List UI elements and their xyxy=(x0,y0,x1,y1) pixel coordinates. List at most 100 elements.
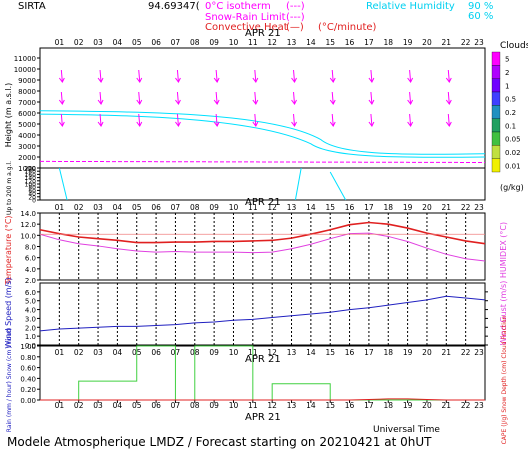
station-name: SIRTA xyxy=(18,1,46,12)
hour-bottom-label: 02 xyxy=(74,401,84,410)
date-label-bottom: APR 21 xyxy=(245,412,281,423)
wind-arrow xyxy=(138,91,141,105)
wind-arrow-head xyxy=(252,121,259,127)
y-tick-label-height: 4000 xyxy=(18,132,36,140)
cloud-legend-swatch xyxy=(491,131,501,146)
wind-arrow xyxy=(60,69,63,83)
cloud-legend-swatch xyxy=(491,65,501,79)
hour-mid-label: 15 xyxy=(325,203,335,212)
temp-y-tick-label: 14.0 xyxy=(20,210,36,218)
hour-top-label: 19 xyxy=(403,38,413,47)
wind-arrow-head xyxy=(368,77,375,83)
ylabel-wind-gust: Wind Gust (m/s) xyxy=(499,281,508,346)
wind-y-tick-label: 2.0 xyxy=(25,324,36,332)
wind-arrow-head xyxy=(97,77,104,83)
wind-arrow-head xyxy=(291,99,297,105)
rh-contour-low-mid xyxy=(294,167,302,201)
hour-mid-label: 13 xyxy=(287,203,297,212)
hour-top-label: 17 xyxy=(364,38,374,47)
y-tick-label-agl: 40 xyxy=(28,191,36,198)
wind-arrow-head xyxy=(329,99,336,105)
wind-arrow-head xyxy=(368,99,375,105)
hour-mid-label: 19 xyxy=(403,203,413,212)
hour-rain-label: 12 xyxy=(267,348,277,357)
cloud-legend-level: 0.2 xyxy=(505,109,516,117)
hour-bottom-label: 01 xyxy=(55,401,65,410)
temp-panel-frame xyxy=(39,212,486,281)
cloud-legend-level: 0.5 xyxy=(505,96,516,104)
hour-top-label: 10 xyxy=(229,38,239,47)
legend-dash-2: (---) xyxy=(286,12,305,23)
hour-top-label: 21 xyxy=(442,38,452,47)
rain-y-tick-label: 0.60 xyxy=(20,365,36,373)
wind-arrow-head xyxy=(58,121,65,127)
hour-rain-label: 06 xyxy=(151,348,161,357)
hour-top-label: 04 xyxy=(113,38,123,47)
legend-rh: Relative Humidity xyxy=(366,1,455,12)
y-tick-label-height: 3000 xyxy=(18,143,36,151)
hour-top-label: 07 xyxy=(171,38,181,47)
cloud-legend-swatch xyxy=(491,118,501,133)
ylabel-humidex: HUMIDEX (°C) xyxy=(499,222,508,278)
wind-arrow-head xyxy=(252,77,259,83)
hour-bottom-label: 22 xyxy=(461,401,471,410)
wind-arrow xyxy=(99,113,102,127)
y-tick-label-height: 7000 xyxy=(18,99,36,107)
series-wind-speed xyxy=(39,295,486,332)
wind-arrow xyxy=(447,69,450,83)
hour-mid-label: 21 xyxy=(442,203,452,212)
wind-arrow-head xyxy=(175,77,181,83)
y-tick-label-height: 2000 xyxy=(18,154,36,162)
hour-rain-label: 19 xyxy=(403,348,413,357)
cloud-legend-swatch xyxy=(491,78,501,93)
hour-rain-label: 10 xyxy=(229,348,239,357)
hour-rain-label: 20 xyxy=(422,348,432,357)
hour-rain-label: 15 xyxy=(325,348,335,357)
y-tick-label-agl: 120 xyxy=(25,178,37,185)
hour-top-label: 23 xyxy=(474,38,484,47)
hour-bottom-label: 04 xyxy=(113,401,123,410)
wind-y-tick-label: 4.0 xyxy=(25,307,36,315)
cloud-legend-level: 1 xyxy=(505,82,509,90)
hour-bottom-label: 13 xyxy=(287,401,297,410)
wind-arrow xyxy=(409,69,412,83)
hour-top-label: 11 xyxy=(248,38,258,47)
y-tick-label-agl: 20 xyxy=(28,194,36,201)
hour-rain-label: 23 xyxy=(474,348,484,357)
ylabel-temperature: Temperature (°C) xyxy=(4,215,13,285)
wind-arrow-head xyxy=(58,77,65,83)
temp-y-tick-label: 8.0 xyxy=(25,244,36,252)
wind-arrow xyxy=(176,91,179,105)
legend-zero-iso: 0°C isotherm xyxy=(205,1,271,12)
hour-mid-label: 08 xyxy=(190,203,200,212)
hour-top-label: 08 xyxy=(190,38,200,47)
wind-arrow xyxy=(60,113,63,127)
rain-panel-frame xyxy=(39,345,486,401)
hour-bottom-label: 03 xyxy=(93,401,103,410)
rh-contour-low-left xyxy=(58,167,68,201)
hour-top-label: 03 xyxy=(93,38,103,47)
temp-y-tick-label: 10.0 xyxy=(20,232,36,240)
series-humidex xyxy=(39,232,486,262)
hour-mid-label: 10 xyxy=(229,203,239,212)
hour-bottom-label: 10 xyxy=(229,401,239,410)
wind-arrow-head xyxy=(213,99,220,105)
wind-arrow xyxy=(370,113,373,127)
rain-y-tick-label: 0.80 xyxy=(20,354,36,362)
ylabel-height: Height (m a.s.l.) xyxy=(4,83,13,148)
hour-mid-label: 04 xyxy=(113,203,123,212)
hour-top-label: 18 xyxy=(383,38,393,47)
hour-mid-label: 09 xyxy=(209,203,219,212)
hour-mid-label: 18 xyxy=(383,203,393,212)
wind-arrow xyxy=(99,69,102,83)
wind-arrow xyxy=(254,113,257,127)
cloud-legend-level: 5 xyxy=(505,56,509,64)
hour-bottom-label: 21 xyxy=(442,401,452,410)
wind-y-tick-label: 5.0 xyxy=(25,298,36,306)
wind-y-tick-label: 1.0 xyxy=(25,333,36,341)
wind-arrow-head xyxy=(136,99,143,105)
marks-layer xyxy=(39,69,486,401)
hour-bottom-label: 23 xyxy=(474,401,484,410)
y-tick-label-agl: 200 xyxy=(25,166,37,173)
rain-y-tick-label: 1.00 xyxy=(20,343,36,351)
